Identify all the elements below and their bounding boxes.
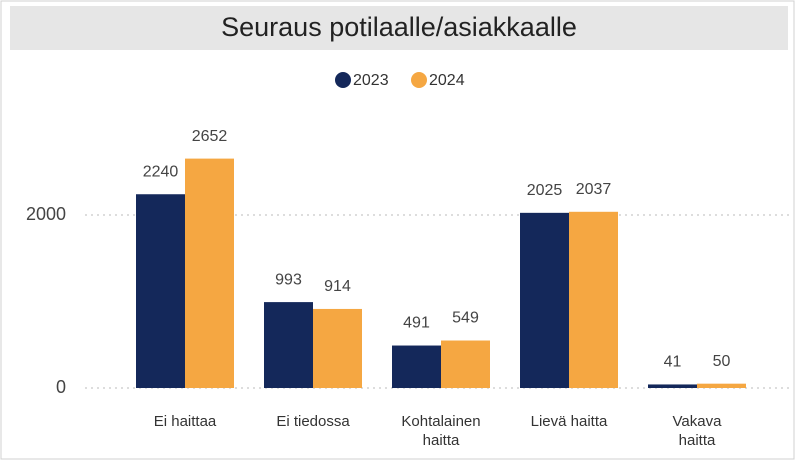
bar	[392, 345, 441, 388]
y-tick-label: 2000	[26, 204, 66, 224]
x-tick-label: Ei tiedossa	[276, 413, 350, 430]
x-tick-label: Kohtalainen haitta	[401, 413, 481, 449]
bar	[441, 340, 490, 388]
x-tick-label: Lievä haitta	[530, 413, 608, 430]
bar	[648, 384, 697, 388]
data-label: 549	[452, 310, 479, 327]
x-tick-label: Vakava haitta	[672, 413, 722, 449]
chart-title: Seuraus potilaalle/asiakkaalle	[221, 12, 577, 42]
y-tick-label: 0	[56, 377, 66, 397]
bar	[185, 158, 234, 388]
legend-marker	[335, 72, 351, 88]
data-label: 2025	[527, 182, 563, 199]
data-label: 2652	[192, 128, 228, 145]
bar	[264, 302, 313, 388]
bar	[520, 212, 569, 388]
data-label: 41	[664, 354, 682, 371]
legend-label: 2024	[429, 72, 465, 89]
x-tick-label: Ei haittaa	[153, 413, 217, 430]
data-label: 491	[403, 315, 430, 332]
title-bar	[10, 6, 788, 50]
bar	[313, 308, 362, 388]
bar	[136, 194, 185, 388]
data-label: 50	[713, 353, 731, 370]
data-label: 2240	[143, 163, 179, 180]
data-label: 993	[275, 271, 302, 288]
bar	[697, 383, 746, 388]
bar	[569, 211, 618, 388]
data-label: 2037	[576, 181, 612, 198]
legend-label: 2023	[353, 72, 389, 89]
data-label: 914	[324, 278, 351, 295]
legend-marker	[411, 72, 427, 88]
